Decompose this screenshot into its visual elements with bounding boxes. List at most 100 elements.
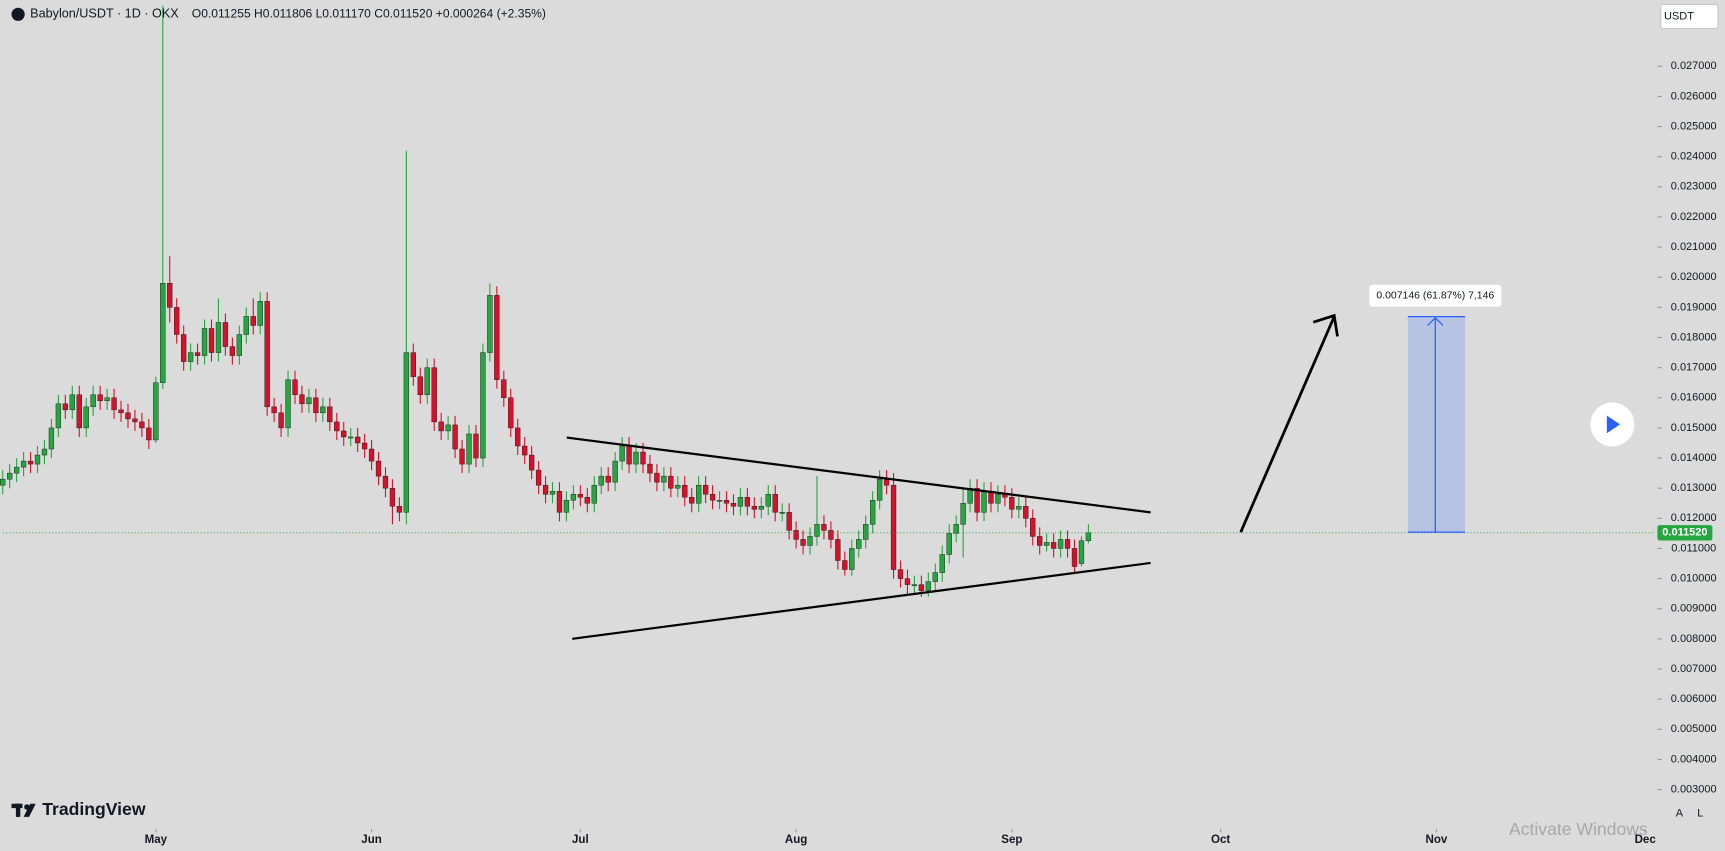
play-icon[interactable] (1606, 415, 1621, 434)
currency-box[interactable] (1660, 3, 1719, 30)
candle-body (772, 494, 778, 513)
log-button[interactable]: L (1697, 808, 1703, 820)
candle-body (208, 328, 215, 353)
candle-body (682, 484, 688, 498)
last-price-label: 0.011520 (1662, 527, 1707, 539)
candle-body (591, 484, 597, 504)
measure-label-box (1369, 284, 1502, 307)
candle-body (306, 397, 312, 405)
candle-body (939, 554, 945, 573)
candle-body (751, 506, 758, 510)
candle-body (556, 490, 563, 513)
candle-body (389, 487, 396, 507)
candle-body (27, 460, 34, 465)
y-tick-label: 0.010000 (1671, 573, 1717, 585)
candle-body (515, 427, 521, 447)
candle-body (1050, 542, 1057, 549)
candle-body (62, 403, 68, 411)
candle-body (786, 512, 792, 531)
candle-body (863, 524, 869, 540)
measure-arrow (1407, 315, 1466, 533)
candle-body (758, 506, 764, 510)
candle-body (619, 445, 625, 462)
candle-body (354, 436, 361, 444)
candle-body (243, 316, 249, 335)
candle-body (229, 346, 236, 356)
candle-body (445, 424, 451, 432)
candle-body (327, 406, 333, 423)
candle-body (368, 448, 375, 462)
candle-body (577, 494, 584, 498)
candle-body (69, 394, 75, 411)
y-tick-label: 0.016000 (1671, 392, 1717, 404)
trend-line-upper (566, 436, 1151, 514)
candle-body (285, 379, 291, 429)
candle-body (264, 301, 270, 408)
x-tick-label: Oct (1211, 834, 1230, 846)
candle-body (856, 539, 862, 549)
y-tick-label: 0.027000 (1671, 60, 1717, 72)
y-tick-label: 0.017000 (1671, 362, 1717, 374)
candle-body (257, 301, 263, 326)
candle-body (7, 472, 13, 480)
candle-body (480, 352, 486, 459)
x-tick-label: Nov (1426, 834, 1448, 846)
auto-button[interactable]: A (1676, 808, 1684, 820)
candle-body (424, 367, 430, 395)
brand-logo (11, 803, 36, 817)
y-tick-label: 0.025000 (1671, 120, 1717, 132)
candle-body (452, 424, 458, 450)
watermark: Activate Windows (1509, 819, 1648, 839)
candle-body (174, 307, 180, 335)
candle-body (313, 397, 319, 414)
candle-body (187, 352, 194, 362)
candle-body (814, 524, 820, 537)
candle-body (1009, 497, 1015, 510)
candle-body (828, 530, 834, 540)
candle-body (542, 484, 549, 495)
y-tick-label: 0.018000 (1671, 331, 1717, 343)
candle-body (974, 487, 980, 513)
y-tick-label: 0.012000 (1671, 512, 1717, 524)
candle-body (473, 433, 479, 459)
candle-body (1037, 536, 1043, 546)
currency[interactable]: USDT (1664, 10, 1694, 22)
candle-body (1078, 540, 1085, 564)
candle-body (570, 494, 577, 501)
candle-body (890, 484, 897, 570)
candle-body (800, 539, 806, 546)
candle-body (167, 283, 173, 308)
candle-body (668, 475, 674, 489)
candle-body (320, 406, 326, 414)
candle-body (278, 412, 284, 429)
candle-body (34, 454, 41, 465)
candle-body (918, 584, 925, 591)
candle-body (118, 409, 124, 414)
x-tick-label: Jul (572, 834, 589, 846)
y-tick-label: 0.015000 (1671, 422, 1717, 434)
candle-body (508, 397, 514, 429)
candle-body (1064, 539, 1071, 549)
y-tick-label: 0.004000 (1671, 753, 1717, 765)
x-tick-label: Sep (1001, 834, 1022, 846)
candle-body (292, 379, 298, 395)
y-tick-label: 0.013000 (1671, 482, 1717, 494)
candle-body (97, 394, 103, 402)
candle-body (897, 569, 904, 579)
y-tick-label: 0.022000 (1671, 211, 1717, 223)
candle-body (13, 466, 20, 474)
candle-body (535, 469, 542, 486)
candle-body (730, 503, 737, 507)
candle-body (647, 463, 653, 474)
trend-line-lower (572, 561, 1151, 640)
candle-body (111, 397, 117, 411)
candle-body (835, 539, 841, 561)
candle-body (466, 433, 472, 465)
candle-body (146, 427, 152, 441)
last-price-box (1657, 525, 1713, 541)
candle-body (883, 478, 890, 486)
candle-body (723, 500, 730, 504)
candle-body (911, 584, 918, 586)
candle-body (396, 506, 403, 513)
